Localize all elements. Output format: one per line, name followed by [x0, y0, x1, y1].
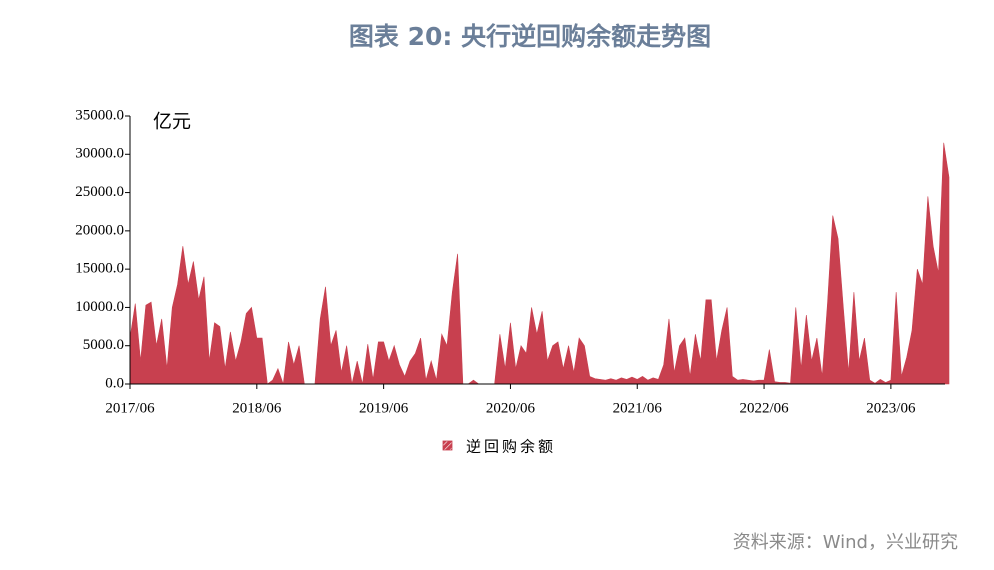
x-tick-label: 2018/06	[232, 400, 282, 416]
chart-title: 图表 20: 央行逆回购余额走势图	[349, 22, 711, 51]
source-note: 资料来源：Wind，兴业研究	[733, 532, 958, 553]
unit-label: 亿元	[153, 111, 191, 133]
x-tick-label: 2023/06	[866, 400, 916, 416]
y-tick-label: 35000.0	[75, 107, 124, 123]
x-tick-label: 2020/06	[486, 400, 536, 416]
x-tick-label: 2022/06	[739, 400, 789, 416]
y-tick-label: 5000.0	[83, 337, 124, 353]
y-tick-label: 20000.0	[75, 222, 124, 238]
legend-swatch	[442, 440, 453, 451]
y-tick-label: 30000.0	[75, 146, 124, 162]
x-tick-label: 2017/06	[105, 400, 155, 416]
y-tick-label: 25000.0	[75, 184, 124, 200]
area	[129, 142, 950, 385]
y-tick-label: 10000.0	[75, 299, 124, 315]
x-tick-label: 2019/06	[359, 400, 409, 416]
y-tick-label: 0.0	[105, 375, 124, 391]
x-tick-label: 2021/06	[613, 400, 663, 416]
legend-label: 逆回购余额	[466, 438, 556, 456]
y-tick-label: 15000.0	[75, 261, 124, 277]
